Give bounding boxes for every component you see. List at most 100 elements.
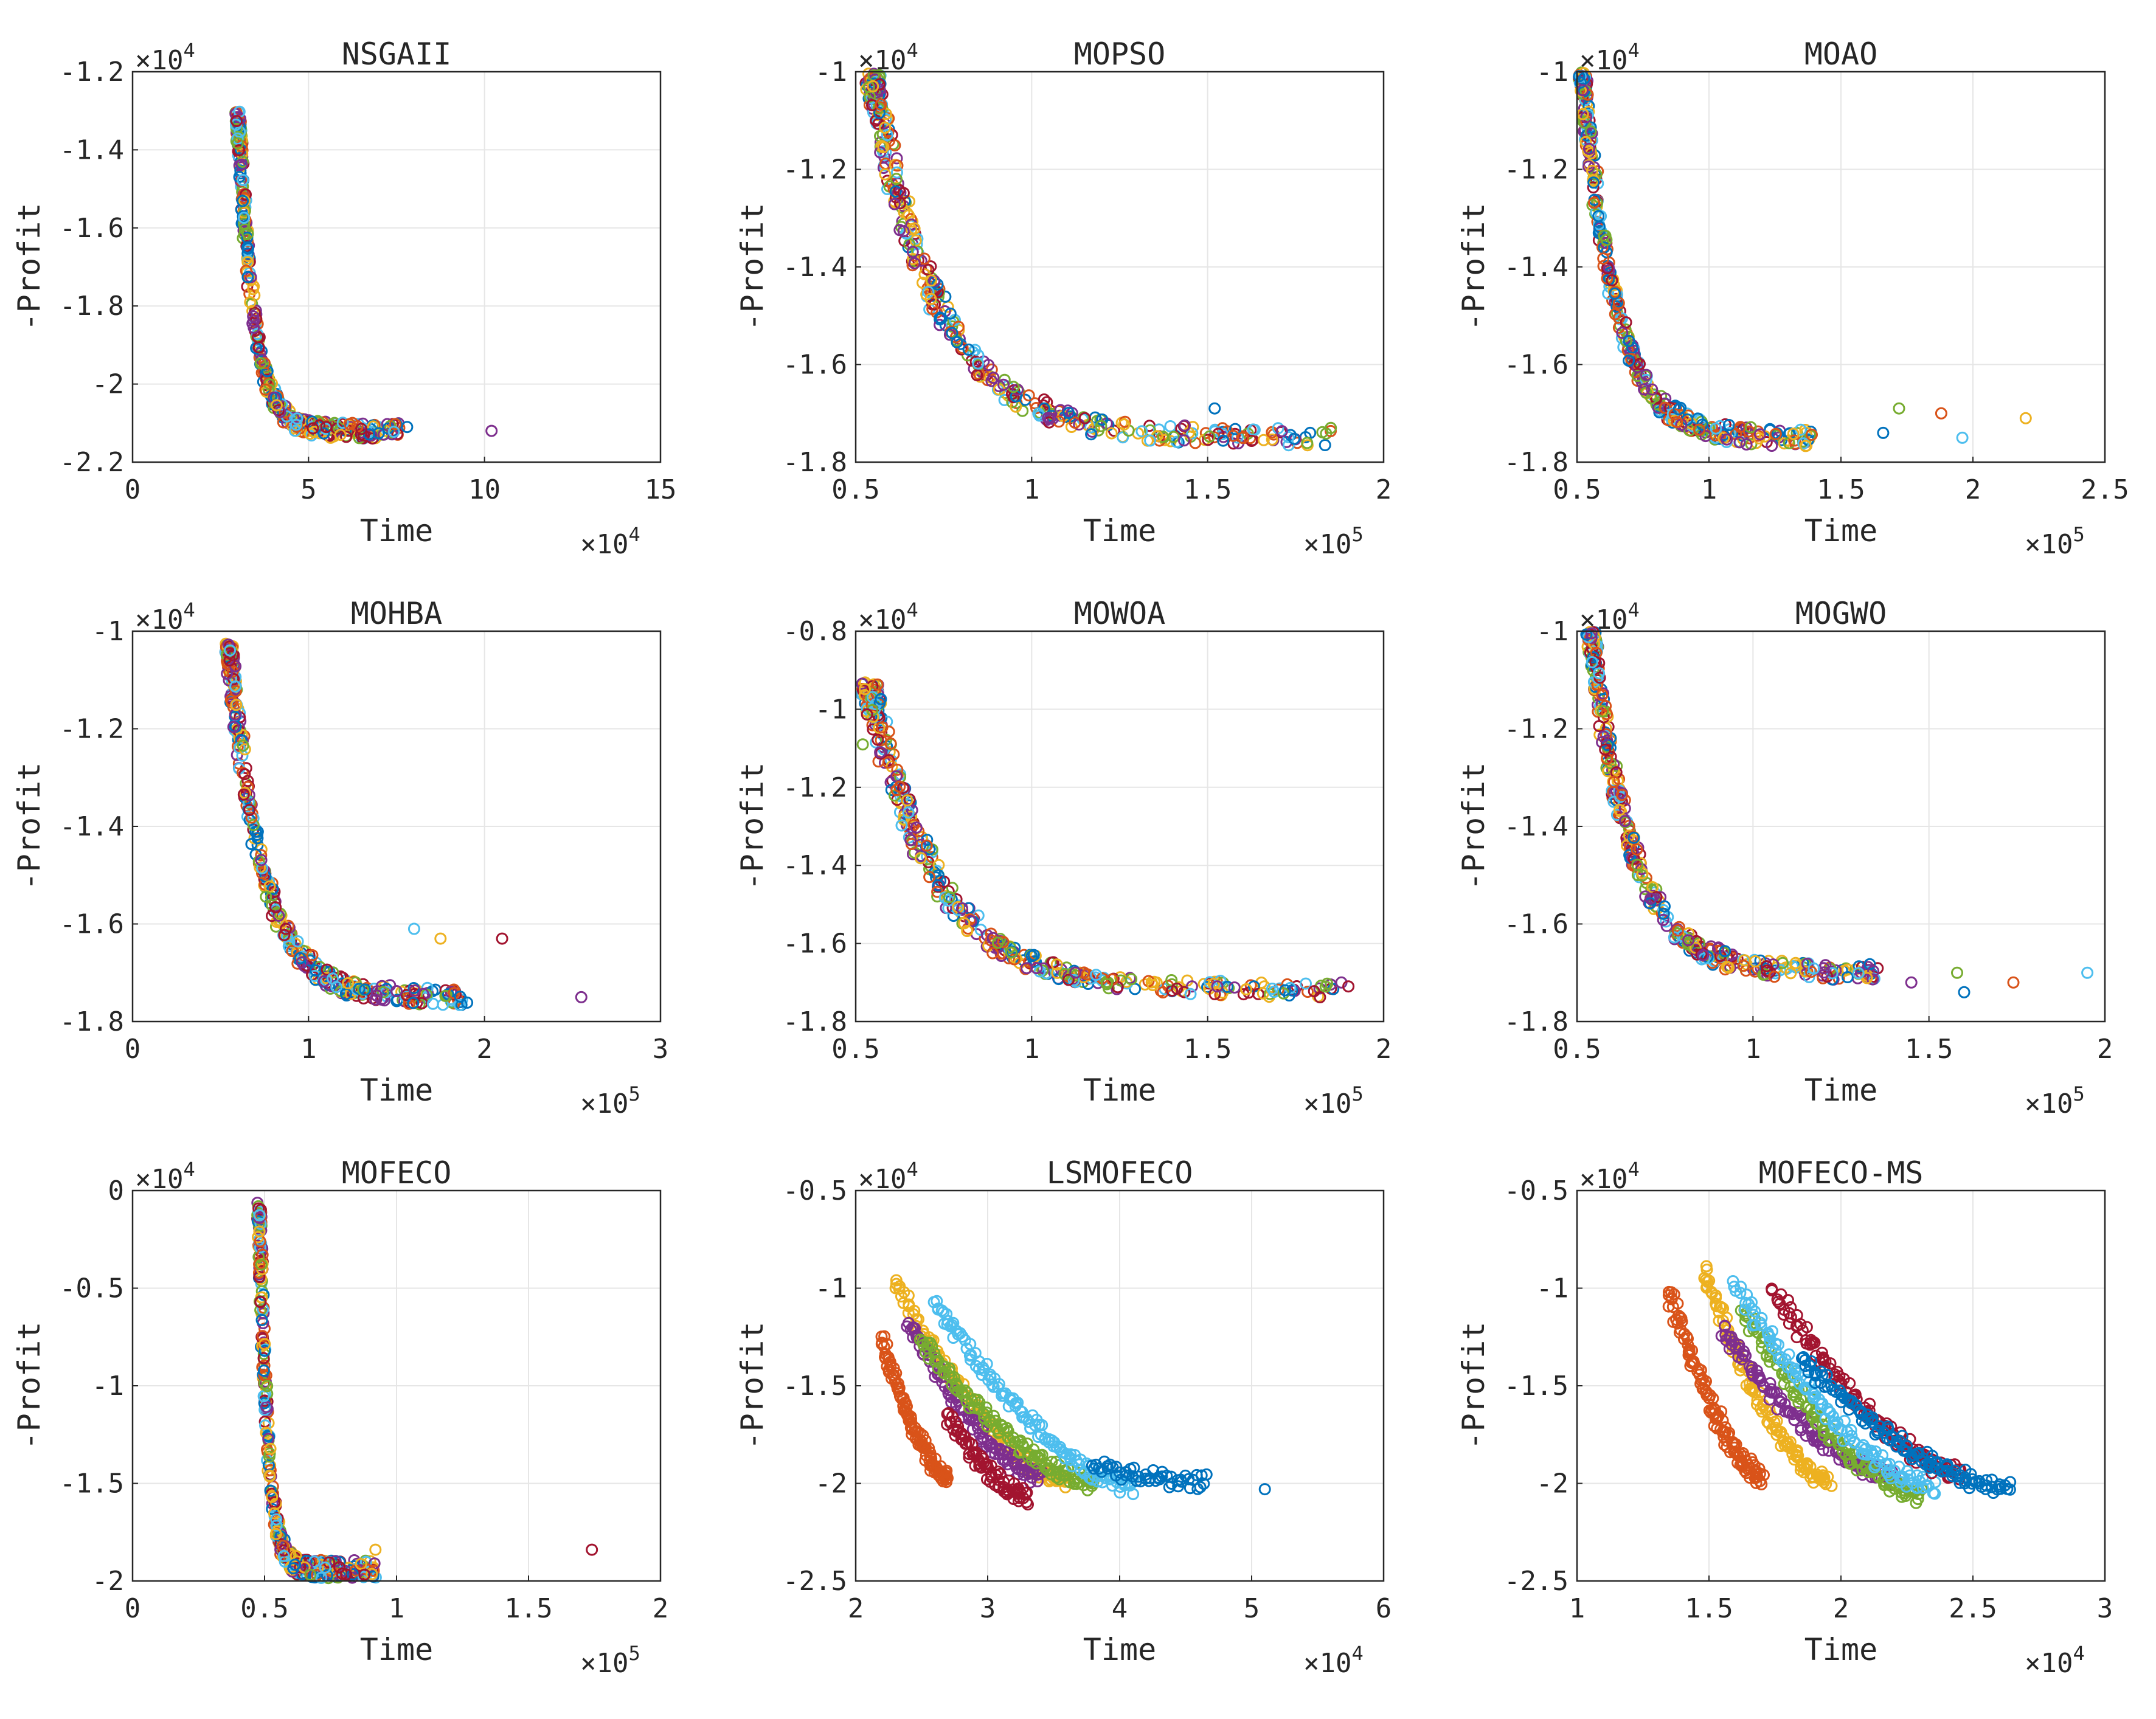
data-point <box>1721 433 1733 446</box>
data-point <box>289 1558 302 1571</box>
data-point <box>901 794 913 807</box>
data-point <box>897 225 910 238</box>
data-point <box>1760 960 1773 973</box>
data-point <box>1022 1416 1035 1428</box>
y-exponent-power: 4 <box>1627 1158 1639 1181</box>
y-exponent-base: ×10 <box>858 1164 906 1195</box>
data-point <box>1623 355 1635 367</box>
data-point <box>1789 956 1802 969</box>
data-point <box>256 862 269 874</box>
data-point <box>266 882 279 895</box>
data-point <box>296 956 308 969</box>
y-tick-label: -1.4 <box>783 252 847 283</box>
data-point <box>334 429 347 441</box>
data-point <box>1319 439 1331 451</box>
data-point <box>986 947 999 960</box>
data-point <box>931 1295 943 1307</box>
data-point <box>1032 1431 1045 1443</box>
data-point <box>1640 368 1652 381</box>
data-point <box>409 984 421 997</box>
data-point <box>1579 136 1592 148</box>
x-tick-label: 1.5 <box>1685 1593 1733 1624</box>
data-point <box>241 247 254 260</box>
data-point <box>1627 831 1640 844</box>
data-point <box>875 1338 888 1351</box>
data-point <box>1618 802 1631 815</box>
data-point <box>1631 361 1644 373</box>
subplot-mofeco-ms: 1 1.5 2 2.5 3-2.5-2-1.5-1-0.5MOFECO-MSTime-P… <box>1456 1155 2113 1679</box>
data-point <box>893 197 906 210</box>
x-exponent-power: 5 <box>628 1082 640 1105</box>
subplot-title: MOPSO <box>1074 36 1166 72</box>
y-tick-label: -2.5 <box>1504 1566 1568 1597</box>
data-point <box>1587 176 1600 189</box>
y-tick-label: -1.8 <box>60 291 124 322</box>
data-point <box>461 996 474 1009</box>
data-point <box>1022 389 1035 402</box>
data-point <box>586 1543 598 1556</box>
data-point <box>872 733 884 746</box>
data-point <box>856 738 869 751</box>
data-point <box>1738 954 1751 967</box>
data-point <box>1905 976 1918 989</box>
x-axis-label: Time <box>360 1073 433 1108</box>
data-point <box>951 336 963 348</box>
data-point <box>1852 967 1865 980</box>
data-point <box>1036 1448 1049 1461</box>
data-point <box>1646 881 1659 894</box>
data-points <box>1573 66 2032 452</box>
y-tick-label: -0.5 <box>60 1273 124 1304</box>
y-tick-label: -1.4 <box>1504 252 1568 283</box>
data-point <box>1021 962 1033 975</box>
data-point <box>1593 667 1606 680</box>
y-tick-label: -1 <box>815 694 847 725</box>
data-point <box>1614 786 1627 799</box>
y-exponent-label: ×104 <box>858 598 918 635</box>
data-point <box>1805 966 1817 978</box>
data-point <box>873 106 886 119</box>
data-point <box>1867 965 1880 978</box>
data-point <box>1722 419 1735 431</box>
data-point <box>575 991 588 1003</box>
data-point <box>861 708 873 721</box>
x-exponent-power: 4 <box>1351 1642 1363 1665</box>
data-point <box>264 1442 277 1455</box>
data-point <box>355 1558 367 1571</box>
data-point <box>1078 412 1091 424</box>
data-point <box>931 885 944 898</box>
y-axis-label: -Profit <box>735 203 770 331</box>
data-point <box>1740 438 1753 451</box>
data-point <box>307 422 319 435</box>
y-exponent-power: 4 <box>183 598 195 621</box>
data-point <box>1672 1309 1685 1322</box>
data-point <box>247 310 260 323</box>
data-point <box>387 426 400 438</box>
data-point <box>1325 421 1337 434</box>
data-point <box>257 1352 270 1364</box>
data-point <box>1144 434 1157 447</box>
data-point <box>1282 431 1295 443</box>
data-point <box>874 746 887 759</box>
data-point <box>1171 982 1184 995</box>
data-point <box>1591 678 1604 691</box>
data-point <box>1631 859 1644 871</box>
data-point <box>1041 396 1053 409</box>
data-point <box>1582 142 1595 155</box>
data-point <box>866 99 878 112</box>
x-exponent-base: ×10 <box>1303 529 1351 560</box>
data-point <box>1951 966 1963 979</box>
x-tick-label: 5 <box>1244 1593 1260 1624</box>
data-point <box>1105 427 1118 440</box>
data-point <box>1602 765 1614 778</box>
data-point <box>1616 327 1629 339</box>
subplot-lsmofeco: 2 3 4 5 6-2.5-2-1.5-1-0.5LSMOFECOTime-Profit… <box>735 1155 1392 1679</box>
data-point <box>258 1338 271 1351</box>
subplot-title: MOAO <box>1804 36 1877 72</box>
x-tick-label: 1 <box>1569 1593 1586 1624</box>
x-tick-label: 3 <box>2097 1593 2113 1624</box>
data-point <box>376 986 389 998</box>
data-point <box>270 399 283 412</box>
data-point <box>243 804 256 816</box>
data-point <box>1784 967 1797 980</box>
